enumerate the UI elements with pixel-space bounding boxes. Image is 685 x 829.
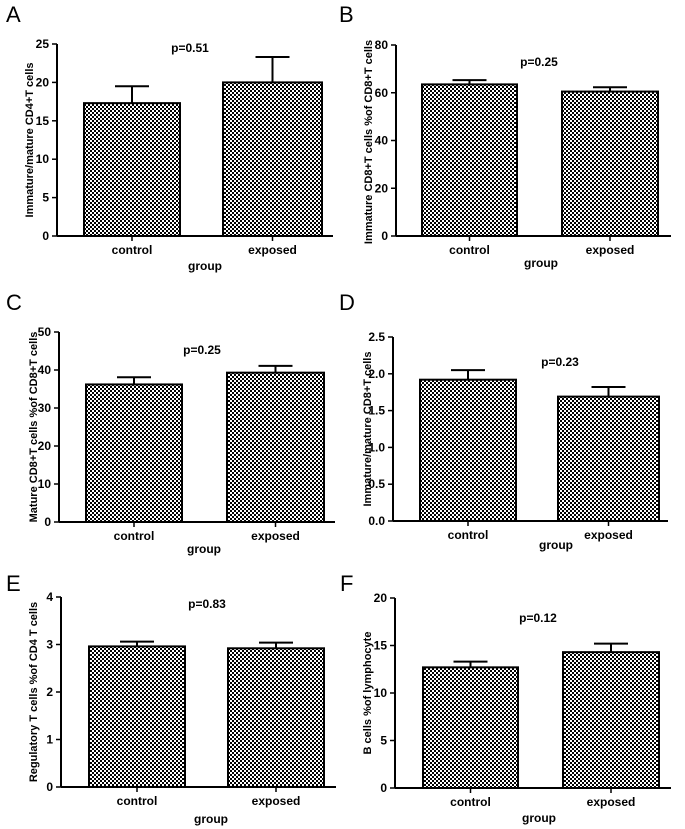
x-tick-label: control	[117, 794, 158, 808]
y-tick-label: 15	[36, 114, 50, 128]
y-tick-label: 0	[380, 781, 387, 795]
y-tick-label: 20	[374, 591, 388, 605]
x-tick-label: exposed	[586, 243, 635, 257]
x-axis-title: group	[539, 538, 573, 552]
y-axis-title: Immature CD8+T cells %of CD8+T cells	[363, 40, 375, 244]
y-tick-label: 40	[38, 363, 52, 377]
p-value-annotation: p=0.25	[520, 55, 558, 69]
bar-exposed	[227, 647, 325, 788]
x-axis-title: group	[522, 811, 556, 825]
panel-letter: A	[6, 2, 21, 27]
panel-letter: B	[339, 2, 354, 27]
bar-control	[88, 645, 186, 789]
y-tick-label: 15	[374, 639, 388, 653]
y-axis-title: B cells %of lymphocyte	[362, 632, 374, 755]
x-tick-label: control	[112, 243, 153, 257]
x-tick-label: exposed	[252, 794, 301, 808]
y-axis-title: Immature/mature CD4+T cells	[24, 63, 36, 218]
y-tick-label: 20	[36, 75, 50, 89]
panel-letter: D	[339, 290, 355, 315]
y-tick-label: 25	[36, 37, 50, 51]
y-tick-label: 0	[46, 780, 53, 794]
y-tick-label: 0	[381, 229, 388, 243]
bar-control	[422, 666, 519, 789]
y-axis-title: Immature/mature CD8+T cells	[362, 352, 374, 507]
y-tick-label: 1.5	[368, 404, 385, 418]
x-tick-label: control	[114, 529, 155, 543]
y-tick-label: 5	[42, 191, 49, 205]
bar-control	[83, 102, 181, 237]
bar-exposed	[557, 395, 660, 522]
y-tick-label: 2.0	[368, 367, 385, 381]
panel-letter: F	[340, 571, 353, 596]
x-tick-label: exposed	[251, 529, 300, 543]
y-tick-label: 2	[46, 685, 53, 699]
y-tick-label: 30	[38, 401, 52, 415]
y-tick-label: 20	[375, 181, 389, 195]
x-axis-title: group	[187, 542, 221, 556]
x-tick-label: control	[449, 243, 490, 257]
y-tick-label: 40	[375, 134, 389, 148]
x-tick-label: control	[448, 528, 489, 542]
y-tick-label: 10	[36, 152, 50, 166]
bar-control	[419, 378, 517, 522]
p-value-annotation: p=0.25	[183, 343, 221, 357]
bar-exposed	[226, 371, 325, 523]
x-axis-title: group	[194, 812, 228, 826]
p-value-annotation: p=0.51	[171, 41, 209, 55]
x-axis-title: group	[524, 256, 558, 270]
x-tick-label: control	[450, 795, 491, 809]
y-tick-label: 20	[38, 439, 52, 453]
x-tick-label: exposed	[584, 528, 633, 542]
y-tick-label: 1.0	[368, 440, 385, 454]
bar-exposed	[562, 651, 660, 790]
y-tick-label: 0.0	[368, 514, 385, 528]
y-axis-title: Regulatory T cells %of CD4 T cells	[28, 602, 40, 782]
y-tick-label: 3	[46, 638, 53, 652]
panel-letter: C	[6, 290, 22, 315]
y-tick-label: 80	[375, 38, 389, 52]
y-tick-label: 10	[374, 686, 388, 700]
bar-control	[85, 383, 183, 523]
p-value-annotation: p=0.12	[519, 611, 557, 625]
p-value-annotation: p=0.23	[541, 355, 579, 369]
p-value-annotation: p=0.83	[188, 597, 226, 611]
y-tick-label: 10	[38, 477, 52, 491]
x-axis-title: group	[188, 259, 222, 273]
y-tick-label: 1	[46, 733, 53, 747]
bar-exposed	[222, 81, 323, 238]
y-tick-label: 60	[375, 86, 389, 100]
panel-letter: E	[6, 571, 21, 596]
y-tick-label: 50	[38, 325, 52, 339]
y-axis-title: Mature CD8+T cells %of CD8+T cells	[28, 332, 40, 523]
x-tick-label: exposed	[587, 795, 636, 809]
y-tick-label: 4	[46, 590, 53, 604]
bar-exposed	[561, 90, 659, 238]
y-tick-label: 2.5	[368, 330, 385, 344]
x-tick-label: exposed	[248, 243, 297, 257]
y-tick-label: 0	[44, 515, 51, 529]
y-tick-label: 5	[380, 734, 387, 748]
y-tick-label: 0.5	[368, 477, 385, 491]
y-tick-label: 0	[42, 229, 49, 243]
bar-control	[421, 83, 518, 237]
